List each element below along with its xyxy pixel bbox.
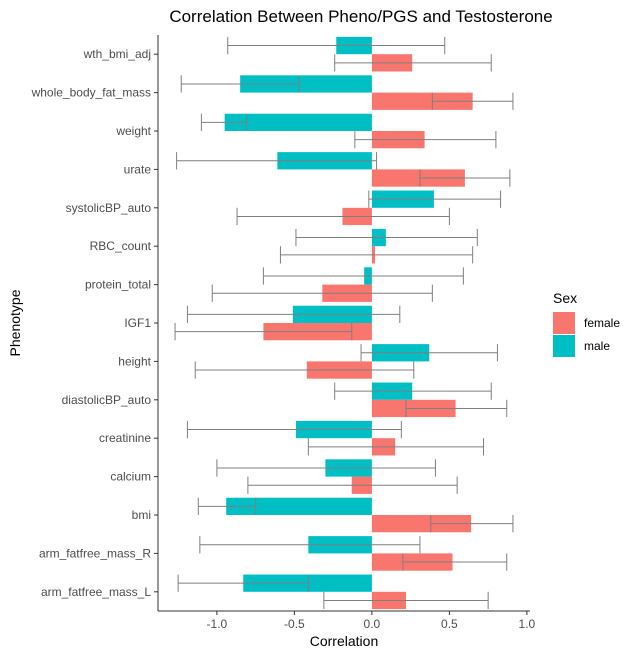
chart-title: Correlation Between Pheno/PGS and Testos… — [169, 7, 552, 26]
errorbar-male-arm_fatfree_mass_L — [177, 574, 309, 592]
errorbar-female-arm_fatfree_mass_R — [402, 553, 508, 571]
bar-male-bmi — [226, 497, 372, 515]
y-tick-label-arm_fatfree_mass_L: arm_fatfree_mass_L — [41, 585, 151, 599]
errorbar-female-urate — [419, 169, 511, 187]
errorbar-male-creatinine — [186, 420, 402, 439]
x-tick-label: 0.5 — [441, 617, 458, 631]
errorbar-male-whole_body_fat_mass — [180, 75, 300, 93]
errorbar-female-calcium — [247, 476, 458, 494]
errorbar-male-RBC_count — [295, 228, 478, 247]
errorbar-female-creatinine — [307, 438, 484, 456]
x-axis-ticks: -1.0 -0.5 0.0 0.5 1.0 — [207, 611, 536, 631]
errorbar-male-diastolicBP_auto — [334, 382, 492, 400]
bar-male-weight — [224, 113, 372, 131]
y-tick-label-systolicBP_auto: systolicBP_auto — [66, 201, 152, 215]
errorbar-male-calcium — [216, 459, 436, 477]
y-tick-label-protein_total: protein_total — [85, 278, 151, 292]
errorbar-female-whole_body_fat_mass — [431, 92, 514, 110]
y-tick-label-wth_bmi_adj: wth_bmi_adj — [83, 47, 151, 61]
y-tick-label-weight: weight — [115, 124, 151, 138]
errorbar-female-protein_total — [211, 284, 433, 302]
x-tick-label: -1.0 — [207, 617, 228, 631]
bar-male-whole_body_fat_mass — [240, 75, 372, 93]
errorbar-male-protein_total — [262, 267, 464, 285]
x-tick-label: -0.5 — [284, 617, 305, 631]
y-tick-label-IGF1: IGF1 — [124, 316, 151, 330]
y-tick-label-bmi: bmi — [132, 508, 151, 522]
errorbar-male-urate — [176, 152, 378, 170]
errorbar-female-bmi — [430, 515, 514, 533]
errorbar-male-wth_bmi_adj — [227, 36, 446, 55]
errorbar-female-arm_fatfree_mass_L — [323, 591, 489, 610]
bar-female-whole_body_fat_mass — [371, 92, 473, 110]
errorbar-female-diastolicBP_auto — [405, 399, 508, 418]
errorbar-female-wth_bmi_adj — [334, 54, 492, 72]
plot-panel — [174, 36, 514, 610]
errorbar-female-systolicBP_auto — [236, 207, 450, 226]
errorbar-male-arm_fatfree_mass_R — [199, 536, 421, 554]
legend-label-female: female — [584, 316, 620, 330]
errorbar-female-weight — [354, 131, 497, 149]
bar-female-urate — [371, 169, 465, 187]
errorbar-female-height — [194, 361, 415, 379]
errorbar-male-height — [360, 344, 498, 362]
legend-swatch-female — [553, 312, 575, 334]
legend-swatch-male — [553, 335, 575, 357]
x-tick-label: 1.0 — [519, 617, 536, 631]
legend-title: Sex — [553, 290, 577, 306]
errorbar-female-IGF1 — [174, 323, 353, 341]
y-axis-title: Phenotype — [7, 289, 23, 356]
errorbar-male-bmi — [197, 497, 257, 515]
y-tick-label-urate: urate — [124, 162, 152, 176]
y-tick-label-calcium: calcium — [110, 470, 151, 484]
legend-items: female male — [553, 312, 620, 357]
x-tick-label: 0.0 — [364, 617, 381, 631]
errorbar-female-RBC_count — [279, 246, 474, 264]
errorbar-male-IGF1 — [186, 305, 401, 323]
errorbar-male-systolicBP_auto — [368, 190, 502, 208]
errorbar-male-weight — [200, 113, 247, 131]
y-tick-label-height: height — [118, 354, 151, 368]
legend-label-male: male — [584, 339, 610, 353]
legend: Sex female male — [553, 290, 620, 357]
y-tick-label-diastolicBP_auto: diastolicBP_auto — [62, 393, 152, 407]
y-tick-label-RBC_count: RBC_count — [90, 239, 152, 253]
y-tick-label-whole_body_fat_mass: whole_body_fat_mass — [31, 86, 151, 100]
bar-female-bmi — [371, 515, 472, 533]
x-axis-title: Correlation — [310, 633, 378, 649]
y-tick-label-arm_fatfree_mass_R: arm_fatfree_mass_R — [39, 546, 151, 560]
y-tick-label-creatinine: creatinine — [99, 431, 151, 445]
